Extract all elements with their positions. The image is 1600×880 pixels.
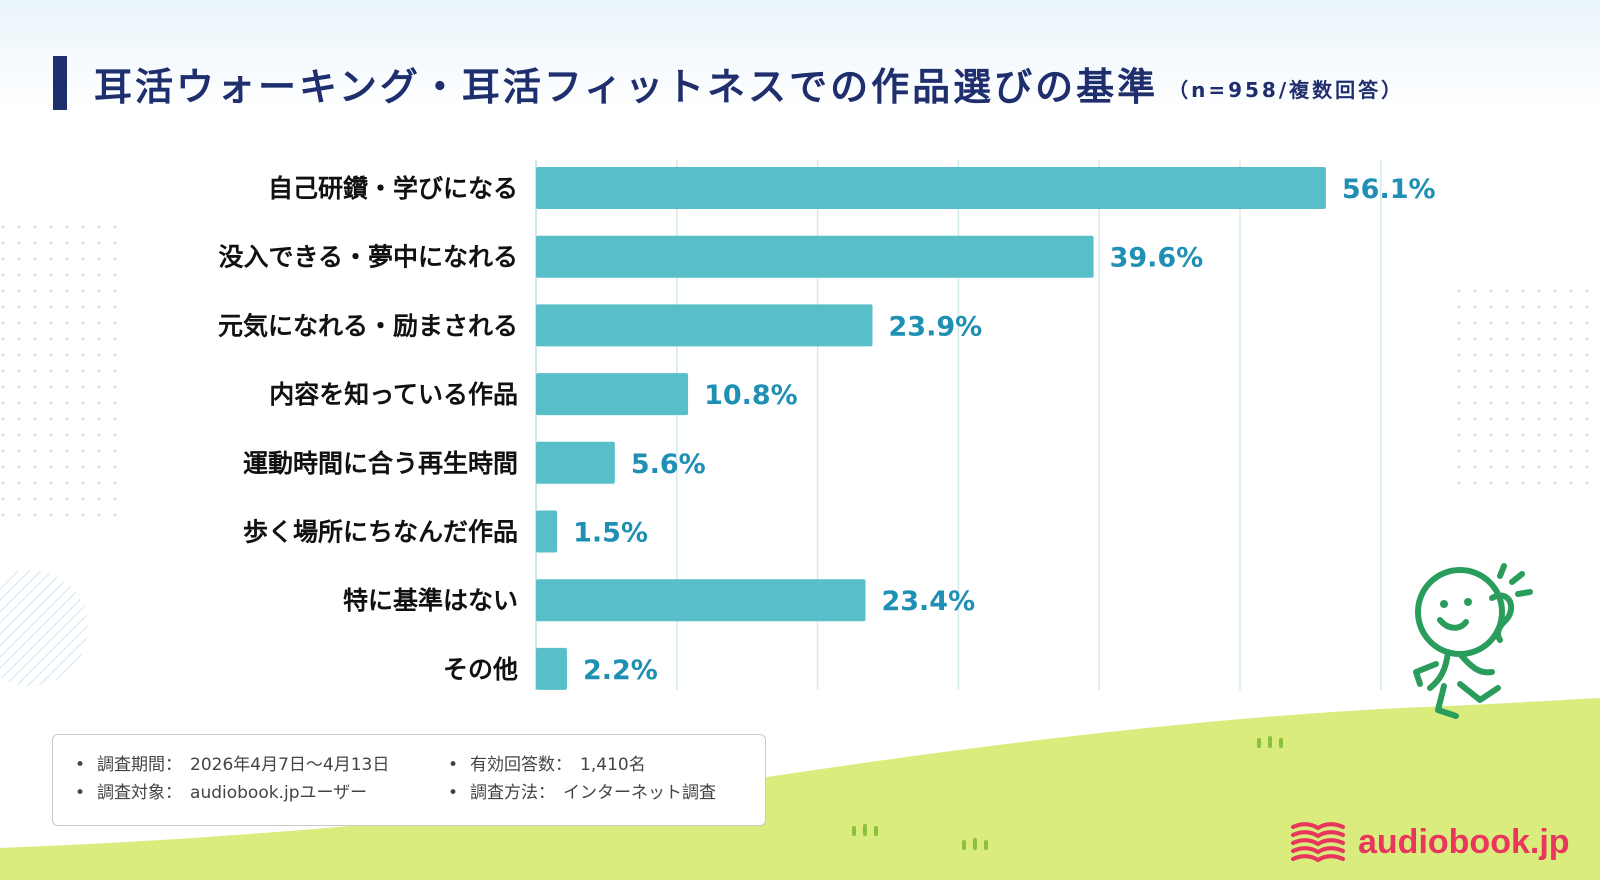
bar <box>536 235 1094 278</box>
labels: 自己研鑽・学びになる 56.1% 没入できる・夢中になれる 39.6% 元気になれる・励… <box>218 174 1436 686</box>
brand-logo: audiobook.jp <box>1290 818 1570 866</box>
category-label: 内容を知っている作品 <box>269 380 518 409</box>
note-value: インターネット調査 <box>563 783 717 803</box>
bar <box>536 373 689 416</box>
value-label: 5.6% <box>631 449 706 480</box>
value-label: 2.2% <box>583 655 658 686</box>
brand-name: audiobook.jp <box>1358 822 1570 861</box>
value-label: 1.5% <box>573 518 648 549</box>
bar <box>536 441 615 484</box>
notes-left-column: • 調査期間： 2026年4月7日〜4月13日 • 調査対象： audioboo… <box>75 751 389 807</box>
page-title: 耳活ウォーキング・耳活フィットネスでの作品選びの基準 （n=958/複数回答） <box>94 56 1404 110</box>
note-label: 有効回答数： <box>470 755 573 775</box>
note-value: 2026年4月7日〜4月13日 <box>190 755 390 775</box>
title-sub: （n=958/複数回答） <box>1168 77 1405 102</box>
value-label: 10.8% <box>704 380 798 411</box>
value-label: 23.9% <box>889 311 983 342</box>
note-row: • 調査対象： audiobook.jpユーザー <box>75 779 389 807</box>
value-label: 39.6% <box>1110 243 1204 274</box>
category-label: 歩く場所にちなんだ作品 <box>243 518 518 547</box>
green-hill <box>0 698 1600 880</box>
note-bullet: • <box>448 783 459 803</box>
note-row: • 調査方法： インターネット調査 <box>448 779 716 807</box>
dot-pattern-left <box>0 220 120 520</box>
category-label: 特に基準はない <box>343 586 518 615</box>
note-label: 調査期間： <box>97 755 183 775</box>
note-bullet: • <box>75 755 86 775</box>
bar <box>536 647 567 690</box>
survey-notes: • 調査期間： 2026年4月7日〜4月13日 • 調査対象： audioboo… <box>52 734 766 826</box>
grass-tufts <box>852 736 1283 850</box>
dot-pattern-right <box>1452 288 1600 488</box>
category-label: 自己研鑽・学びになる <box>268 174 518 203</box>
bar <box>536 167 1326 209</box>
category-label: 運動時間に合う再生時間 <box>243 449 518 478</box>
note-bullet: • <box>75 783 86 803</box>
category-label: 没入できる・夢中になれる <box>218 243 518 272</box>
title-main: 耳活ウォーキング・耳活フィットネスでの作品選びの基準 <box>94 64 1159 109</box>
note-label: 調査方法： <box>470 783 556 803</box>
value-label: 56.1% <box>1342 174 1436 205</box>
category-label: その他 <box>443 655 518 684</box>
note-value: 1,410名 <box>580 755 646 775</box>
note-bullet: • <box>448 755 459 775</box>
bar <box>536 304 873 347</box>
bar <box>536 579 866 622</box>
title-accent-bar <box>53 56 67 110</box>
note-value: audiobook.jpユーザー <box>190 783 368 803</box>
note-row: • 有効回答数： 1,410名 <box>448 751 716 779</box>
value-label: 23.4% <box>881 586 975 617</box>
walking-ear-mascot-icon <box>1413 563 1533 719</box>
category-label: 元気になれる・励まされる <box>218 311 518 340</box>
hatch-circle <box>0 570 88 686</box>
bars <box>536 167 1326 690</box>
note-label: 調査対象： <box>97 783 183 803</box>
book-stack-icon <box>1291 822 1345 863</box>
note-row: • 調査期間： 2026年4月7日〜4月13日 <box>75 751 389 779</box>
notes-right-column: • 有効回答数： 1,410名 • 調査方法： インターネット調査 <box>448 751 716 807</box>
bar <box>536 510 558 553</box>
